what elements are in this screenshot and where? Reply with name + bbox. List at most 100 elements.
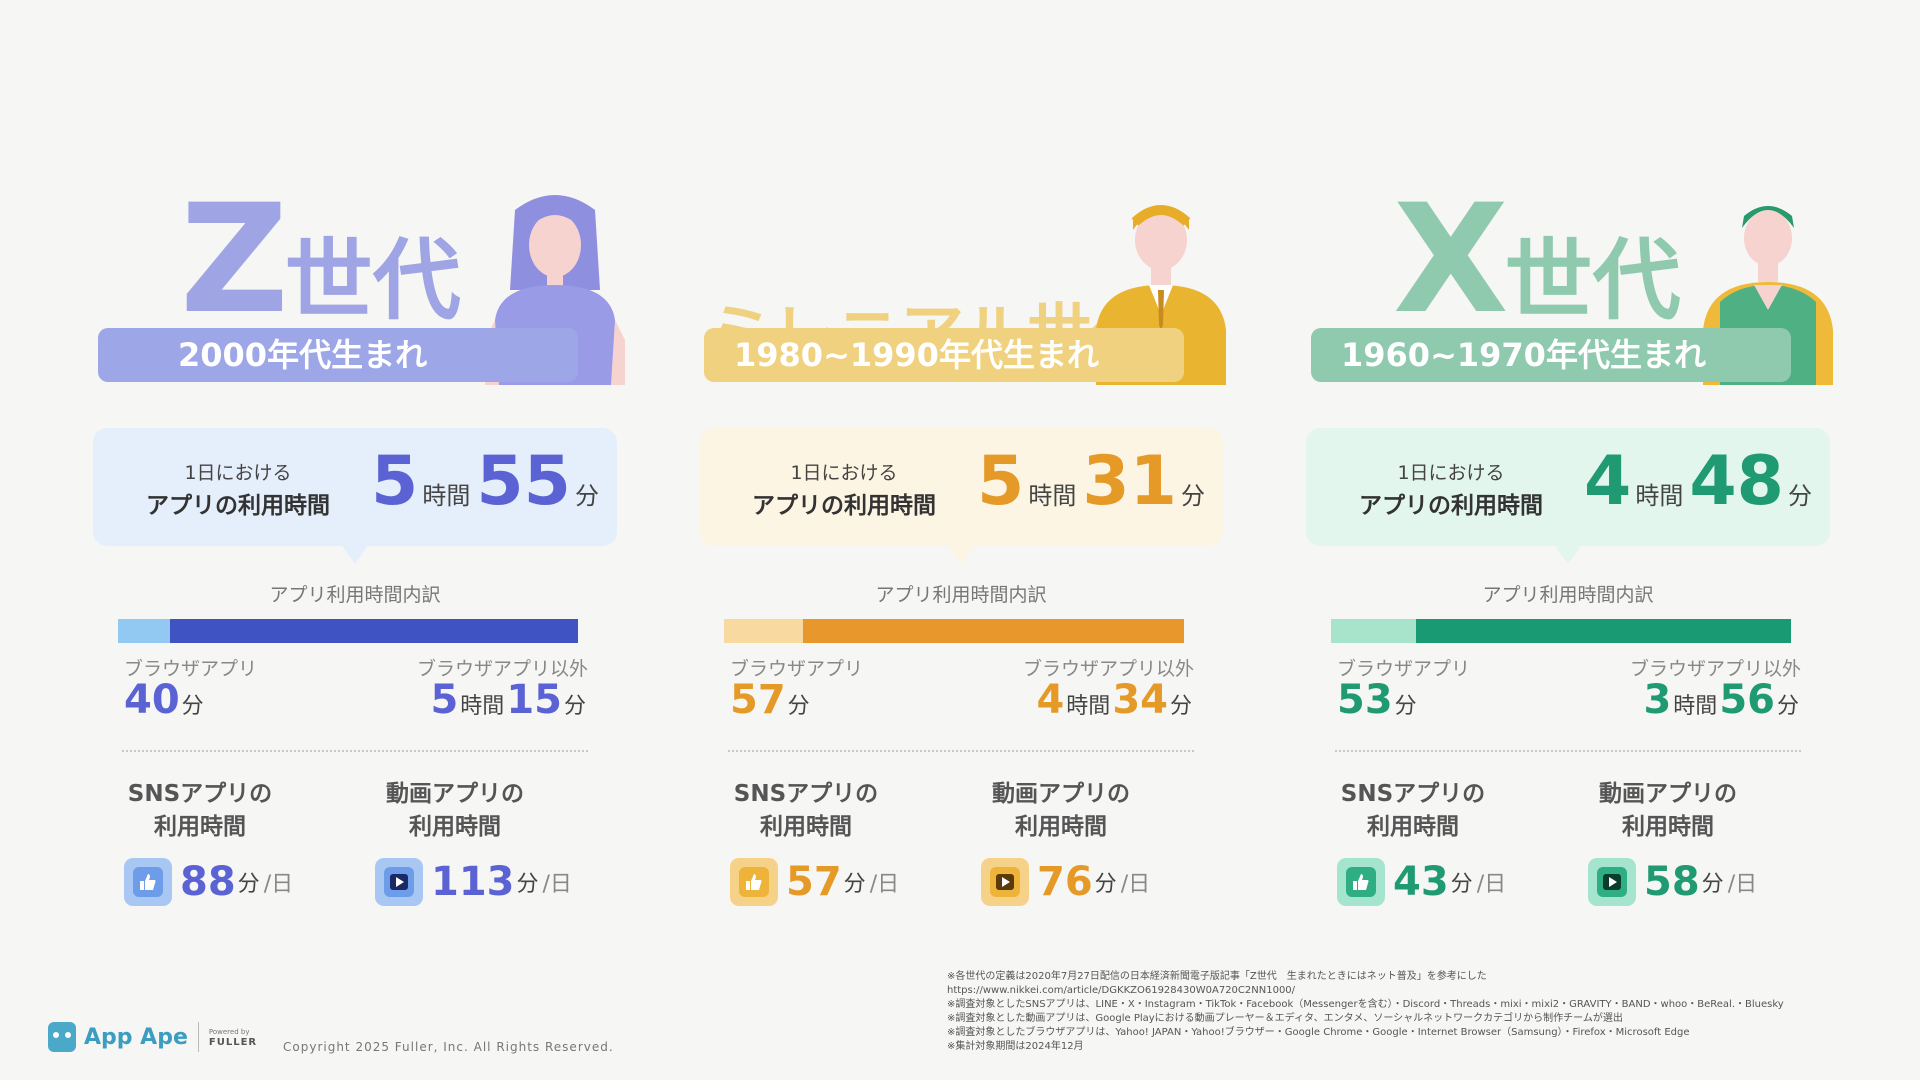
copyright: Copyright 2025 Fuller, Inc. All Rights R… <box>283 1040 614 1054</box>
video-value: 113 分/日 <box>375 858 572 906</box>
breakdown-title: アプリ利用時間内訳 <box>269 584 441 606</box>
hour-unit: 時間 <box>1066 694 1111 719</box>
minute-unit: 分 <box>1094 872 1117 897</box>
divider <box>1335 750 1801 752</box>
minute-unit: 分 <box>516 872 539 897</box>
usage-hours: 4 <box>1584 442 1632 521</box>
generation-letter: Z <box>180 173 289 347</box>
birth-band: 1960~1970年代生まれ <box>1311 328 1791 382</box>
usage-label: アプリの利用時間 <box>146 493 330 519</box>
usage-value: 5 時間31 分 <box>977 448 1211 516</box>
hour-unit: 時間 <box>460 694 505 719</box>
usage-label: 1日における <box>790 462 898 484</box>
video-title: 動画アプリの 利用時間 <box>1599 781 1737 840</box>
usage-box: 1日における アプリの利用時間 5 時間31 分 <box>699 428 1223 564</box>
breakdown-title: アプリ利用時間内訳 <box>1482 584 1654 606</box>
minute-unit: 分 <box>237 872 260 897</box>
minute-unit: 分 <box>787 694 810 719</box>
non-browser-minutes: 56 <box>1719 677 1775 723</box>
usage-box: 1日における アプリの利用時間 4 時間48 分 <box>1306 428 1830 564</box>
video-value: 76 分/日 <box>981 858 1150 906</box>
video-minutes: 76 <box>1037 859 1093 905</box>
browser-minutes: 57 <box>730 677 786 723</box>
video-title: 動画アプリの 利用時間 <box>386 781 524 840</box>
non-browser-minutes: 15 <box>506 677 562 723</box>
app-ape-logo-icon <box>48 1022 76 1052</box>
birth-band: 2000年代生まれ <box>98 328 578 382</box>
non-browser-hours: 5 <box>430 677 459 723</box>
non-browser-value: 4時間34分 <box>1036 680 1194 720</box>
minute-unit: 分 <box>1394 694 1417 719</box>
browser-label: ブラウザアプリ <box>1337 658 1471 680</box>
non-browser-hours: 3 <box>1643 677 1672 723</box>
thumbs-up-icon <box>1337 858 1385 906</box>
usage-value: 4 時間48 分 <box>1584 448 1818 516</box>
minute-unit: 分 <box>1169 694 1192 719</box>
non-browser-label: ブラウザアプリ以外 <box>416 658 588 680</box>
footnote: ※調査対象としたブラウザアプリは、Yahoo! JAPAN・Yahoo!ブラウザ… <box>947 1027 1690 1038</box>
non-browser-bar-segment <box>803 619 1184 643</box>
minute-unit: 分 <box>181 694 204 719</box>
per-day: /日 <box>1120 872 1151 897</box>
usage-label: アプリの利用時間 <box>752 493 936 519</box>
hour-unit: 時間 <box>1635 482 1684 510</box>
breakdown-bar <box>1331 619 1791 643</box>
video-minutes: 113 <box>431 859 515 905</box>
per-day: /日 <box>263 872 294 897</box>
browser-value: 40分 <box>124 680 206 720</box>
generation-label: 世代 <box>1504 229 1681 332</box>
usage-label: 1日における <box>1397 462 1505 484</box>
generation-column-millennial: ミレニアル世代 1980~1990年代生まれ 1日における アプリの利用時間 5… <box>696 0 1236 1080</box>
minute-unit: 分 <box>1787 482 1812 510</box>
non-browser-bar-segment <box>169 619 578 643</box>
usage-hours: 5 <box>977 442 1025 521</box>
hour-unit: 時間 <box>1028 482 1077 510</box>
footnotes: ※各世代の定義は2020年7月27日配信の日本経済新聞電子版記事「Z世代 生まれ… <box>947 970 1784 1054</box>
sns-minutes: 57 <box>786 859 842 905</box>
non-browser-value: 5時間15分 <box>430 680 588 720</box>
play-icon <box>981 858 1029 906</box>
play-icon <box>1588 858 1636 906</box>
brand-name: App Ape <box>84 1024 188 1050</box>
generation-heading: X世代 <box>1393 185 1681 335</box>
video-title: 動画アプリの 利用時間 <box>992 781 1130 840</box>
minute-unit: 分 <box>574 482 599 510</box>
usage-label: 1日における <box>184 462 292 484</box>
non-browser-value: 3時間56分 <box>1643 680 1801 720</box>
hour-unit: 時間 <box>1673 694 1718 719</box>
thumbs-up-icon <box>730 858 778 906</box>
brand-logo: App Ape Powered by FULLER <box>48 1022 257 1052</box>
browser-bar-segment <box>1331 619 1416 643</box>
sns-title: SNSアプリの 利用時間 <box>127 781 273 840</box>
usage-hours: 5 <box>371 442 419 521</box>
minute-unit: 分 <box>1701 872 1724 897</box>
thumbs-up-icon <box>124 858 172 906</box>
footnote-link[interactable]: https://www.nikkei.com/article/DGKKZO619… <box>947 985 1296 996</box>
breakdown-bar <box>724 619 1184 643</box>
divider <box>728 750 1194 752</box>
per-day: /日 <box>542 872 572 897</box>
usage-minutes: 48 <box>1689 442 1784 521</box>
minute-unit: 分 <box>843 872 866 897</box>
generation-column-z: Z世代 2000年代生まれ 1日における アプリの利用時間 5 時間55 分 アプリ… <box>90 0 630 1080</box>
generation-label: 世代 <box>284 229 461 332</box>
minute-unit: 分 <box>1450 872 1473 897</box>
footnote: ※調査対象としたSNSアプリは、LINE・X・Instagram・TikTok・… <box>947 999 1784 1010</box>
generation-letter: X <box>1393 173 1509 347</box>
video-minutes: 58 <box>1644 859 1700 905</box>
per-day: /日 <box>869 872 900 897</box>
generation-heading: Z世代 <box>180 185 461 335</box>
minute-unit: 分 <box>1180 482 1205 510</box>
browser-bar-segment <box>724 619 804 643</box>
non-browser-minutes: 34 <box>1112 677 1168 723</box>
non-browser-label: ブラウザアプリ以外 <box>1022 658 1194 680</box>
minute-unit: 分 <box>563 694 586 719</box>
per-day: /日 <box>1727 872 1758 897</box>
browser-bar-segment <box>118 619 170 643</box>
browser-value: 57分 <box>730 680 812 720</box>
play-icon <box>375 858 423 906</box>
generation-column-x: X世代 1960~1970年代生まれ 1日における アプリの利用時間 4 時間48… <box>1303 0 1843 1080</box>
per-day: /日 <box>1476 872 1507 897</box>
non-browser-bar-segment <box>1415 619 1791 643</box>
usage-value: 5 時間55 分 <box>371 448 605 516</box>
